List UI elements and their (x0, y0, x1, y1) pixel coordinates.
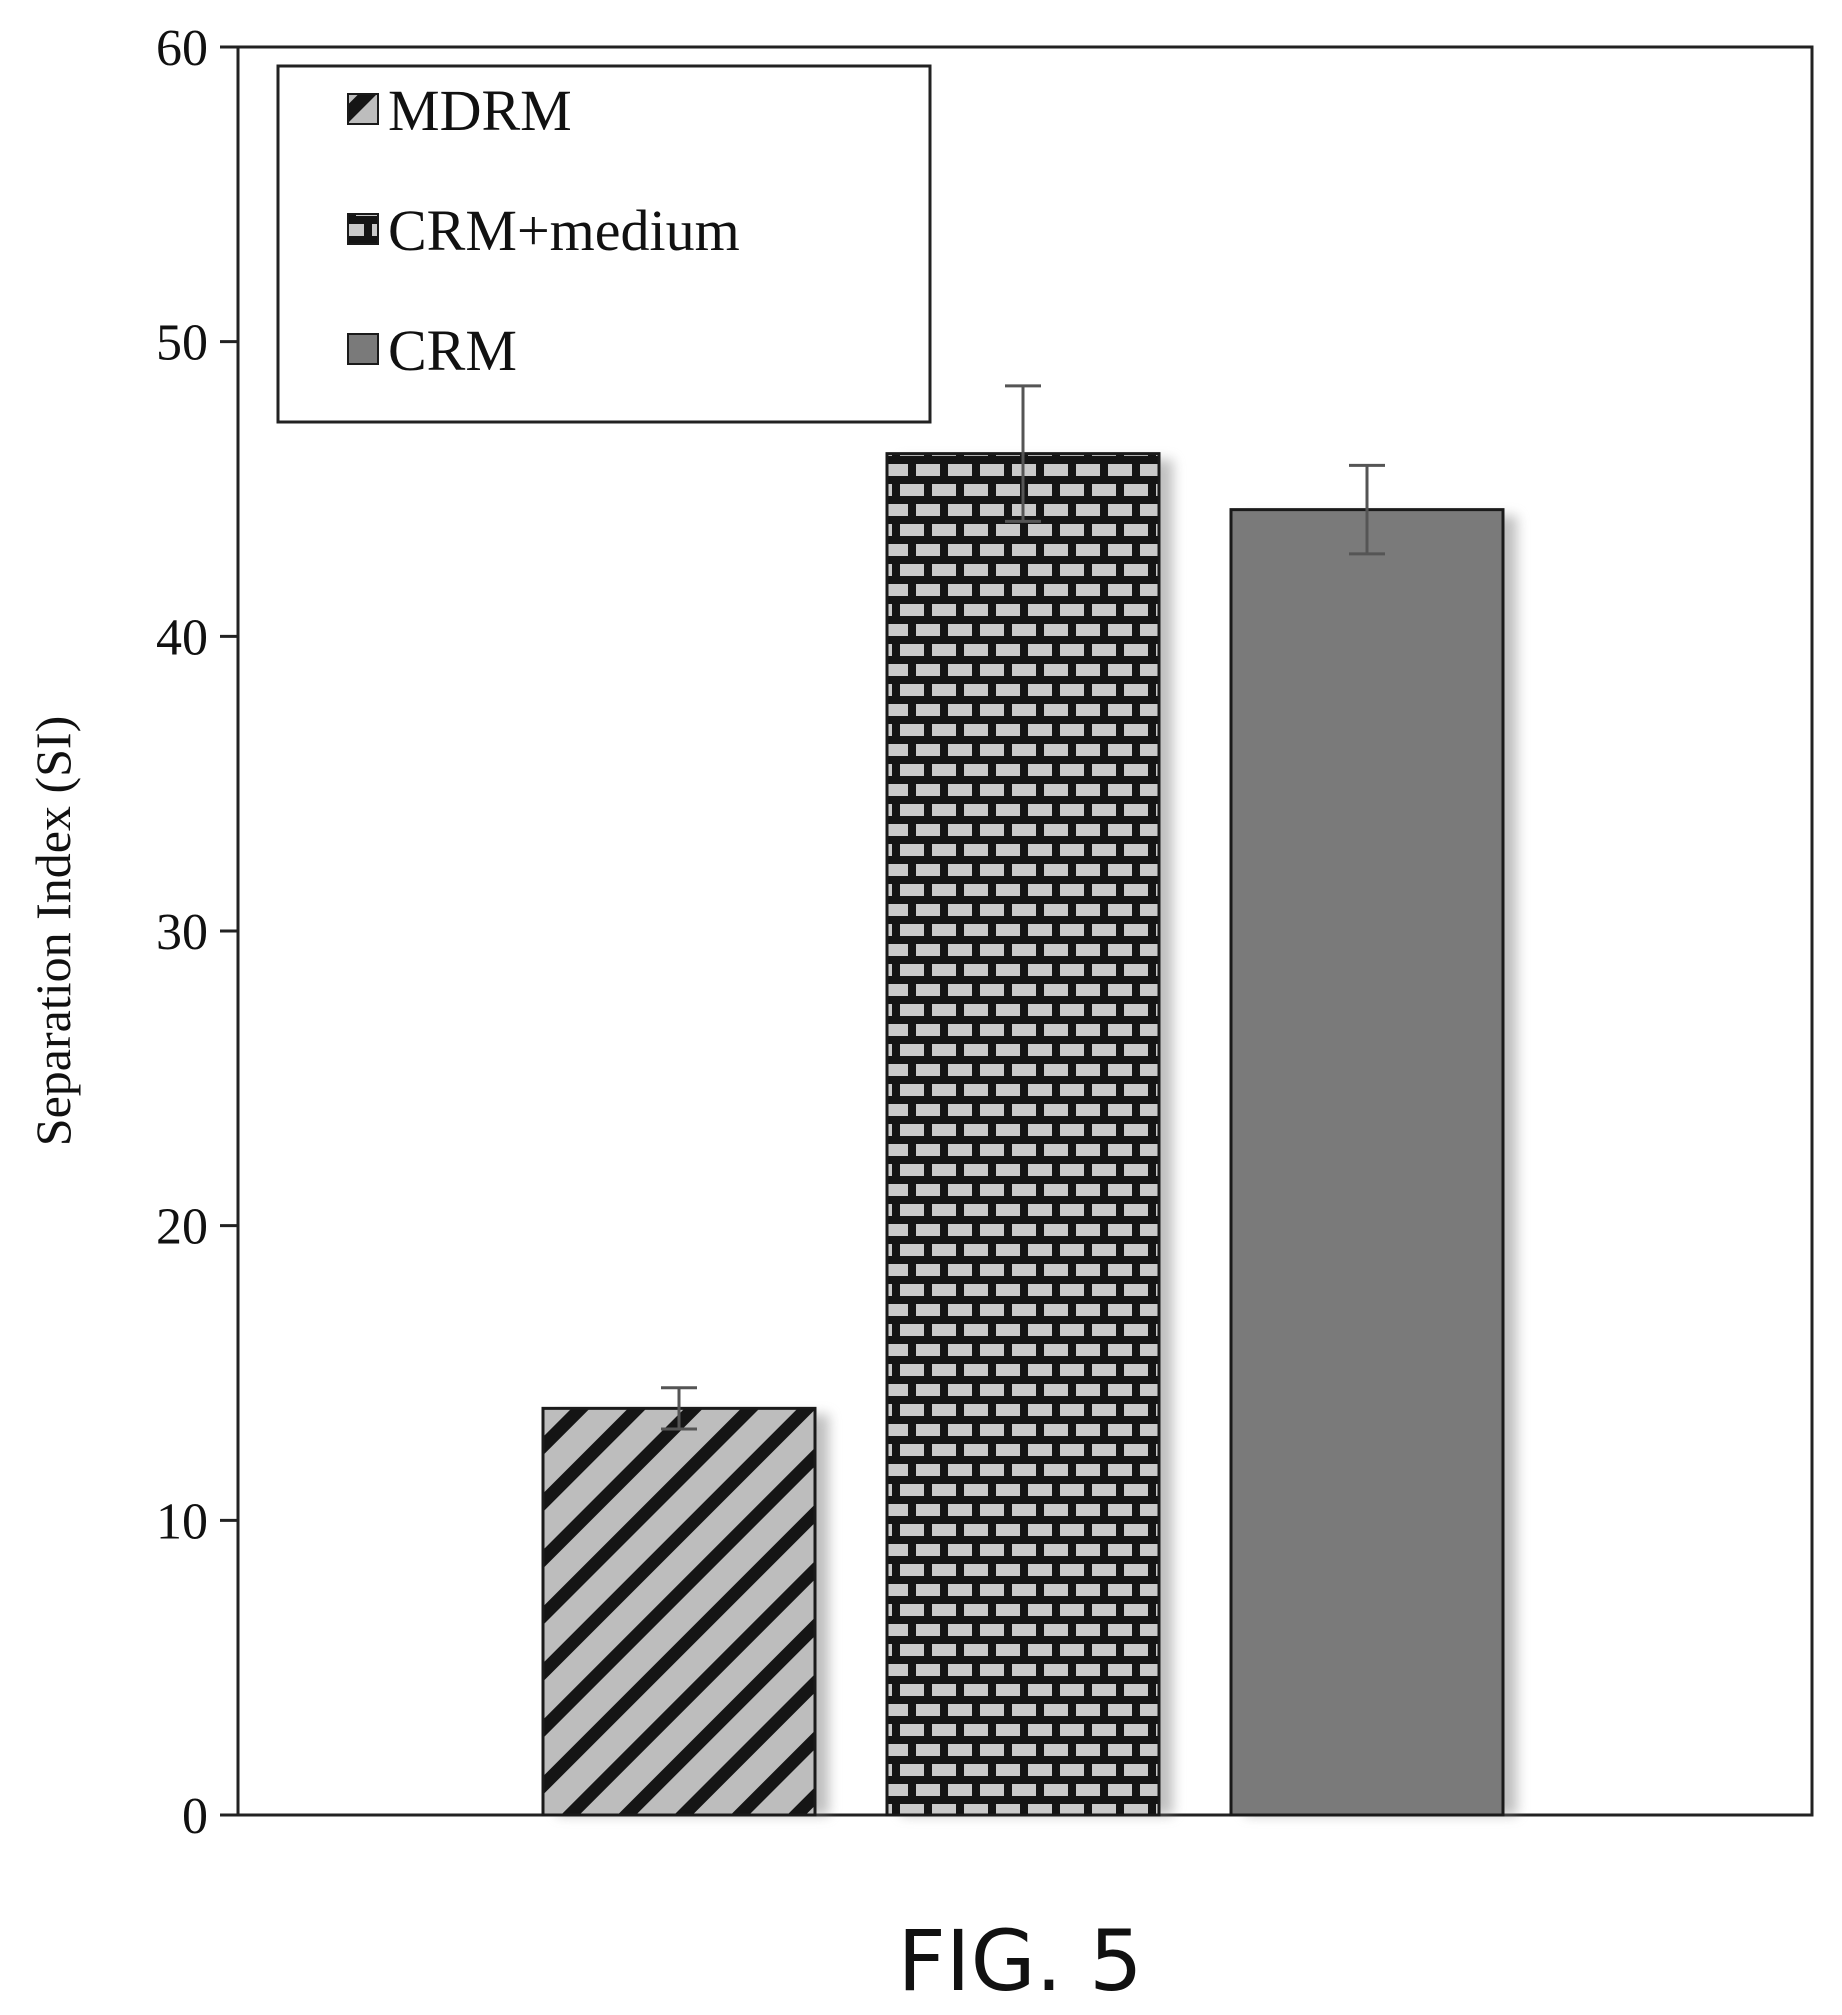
legend-label: CRM (388, 318, 517, 383)
y-axis-label: Separation Index (SI) (25, 716, 81, 1146)
y-tick-label: 60 (156, 20, 208, 77)
legend-label: MDRM (388, 78, 572, 143)
bars (541, 384, 1517, 1817)
y-tick-label: 10 (156, 1493, 208, 1550)
legend-swatch (347, 333, 379, 365)
bar-mdrm (541, 1406, 817, 1817)
y-axis: 0 10 20 30 40 50 60 (156, 20, 238, 1845)
y-tick-label: 30 (156, 904, 208, 961)
legend-label: CRM+medium (388, 198, 740, 263)
y-tick-label: 0 (182, 1788, 208, 1845)
legend-box (276, 64, 932, 424)
figure-caption: FIG. 5 (897, 1912, 1142, 2010)
y-tick-label: 40 (156, 609, 208, 666)
y-tick-label: 50 (156, 315, 208, 372)
bar-crm (1229, 508, 1505, 1817)
y-tick-label: 20 (156, 1199, 208, 1256)
bar-crm-medium (885, 452, 1161, 1817)
legend: MDRM CRM+medium CRM (276, 64, 932, 424)
legend-swatch (347, 213, 379, 245)
legend-swatch (347, 93, 379, 125)
